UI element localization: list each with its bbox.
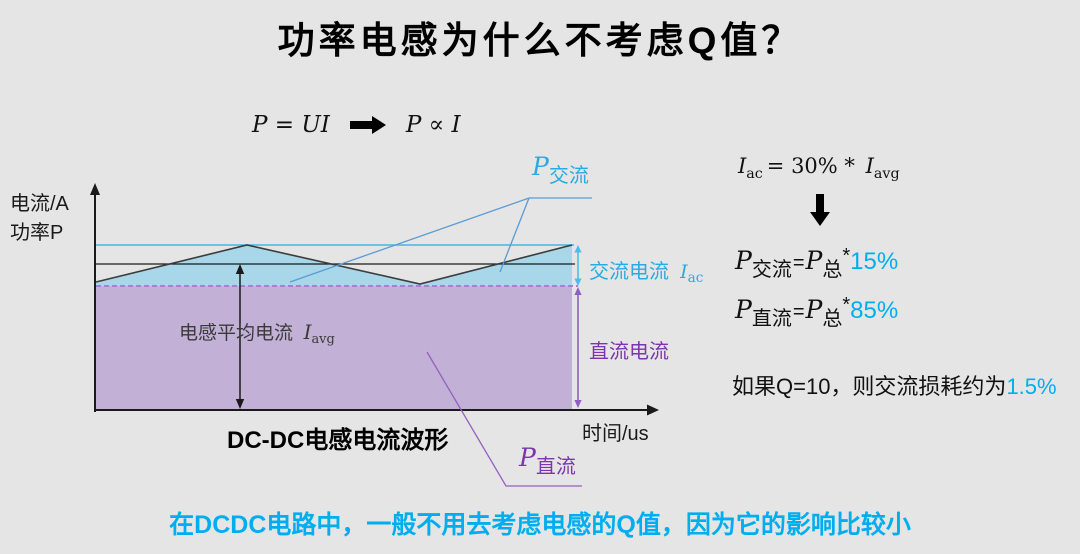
ac-span-up-head-icon [574,245,582,253]
right-arrow-icon [349,116,386,134]
iac-sub2: avg [873,165,900,182]
p-dc-equation: P直流=P总*85% [735,294,899,330]
eq-dc-sym1: P [735,295,752,324]
eq-ac-sym2: P [805,246,823,275]
eq-ac-sub2: 总 [822,259,843,281]
down-arrow-icon [810,194,830,230]
eq-dc-value: 85% [850,297,899,324]
page-title: 功率电感为什么不考虑Q值？ [277,20,803,61]
eq-dc-equals: = [792,301,805,323]
iac-sym1: I [738,154,747,178]
y-axis-arrowhead-icon [90,183,100,195]
eq-ac-sym1: P [735,246,752,275]
iac-sym2: I [865,154,874,178]
p-dc-label: P直流 [519,443,576,478]
conclusion-text: 在DCDC电路中，一般不用去考虑电感的Q值，因为它的影响比较小 [169,511,911,539]
power-formula: P = UI P ∝ I [252,112,461,138]
dc-span-up-head-icon [574,287,582,295]
ac-current-label: 交流电流 Iac [589,255,704,287]
y-axis-label-line1: 电流/A [10,193,69,215]
avg-current-text: 电感平均电流 [179,323,294,344]
iac-formula: Iac = 30% * Iavg [738,154,900,182]
eq-dc-mult: * [842,294,851,316]
q-note-value: 1.5% [1006,374,1057,399]
p-ac-sub: 交流 [548,165,589,187]
dc-current-label: 直流电流 [589,341,669,363]
q-factor-note: 如果Q=10，则交流损耗约为1.5% [732,369,1057,401]
avg-current-label: 电感平均电流 Iavg [179,318,335,348]
q-note-text: 如果Q=10，则交流损耗约为 [732,374,1007,399]
p-ac-equation: P交流=P总*15% [735,245,899,281]
p-ac-callout-line-2 [499,197,530,273]
iac-mid: = 30% * [766,154,862,178]
p-ac-symbol: P [532,152,549,181]
ac-span-down-head-icon [574,278,582,286]
eq-dc-sub2: 总 [822,308,843,330]
eq-ac-equals: = [792,252,805,274]
x-axis-label: 时间/us [582,423,649,445]
avg-symbol: I [303,320,312,344]
x-axis-arrowhead-icon [647,404,659,416]
chart-caption: DC-DC电感电流波形 [227,427,449,454]
eq-ac-mult: * [842,245,851,267]
p-ac-label: P交流 [532,152,589,187]
formula-rhs: P ∝ I [405,112,461,138]
eq-ac-sub1: 交流 [751,259,792,281]
y-axis-label: 电流/A 功率P [10,190,69,248]
avg-symbol-sub: avg [311,332,335,348]
eq-ac-value: 15% [850,248,899,275]
ac-symbol: I [680,261,688,283]
p-dc-symbol: P [519,443,536,472]
ac-region [96,245,572,286]
p-dc-callout-line [426,351,582,487]
avg-arrow-down-head-icon [235,399,245,409]
p-dc-sub: 直流 [535,456,576,478]
eq-dc-sym2: P [805,295,823,324]
eq-dc-sub1: 直流 [751,308,792,330]
iac-sub1: ac [746,165,763,182]
ac-symbol-sub: ac [687,270,704,287]
formula-lhs: P = UI [252,112,330,138]
dc-span-down-head-icon [574,400,582,408]
y-axis-label-line2: 功率P [10,222,64,244]
ac-current-text: 交流电流 [589,261,669,283]
ripple-waveform [95,244,573,285]
avg-arrow-up-head-icon [235,264,245,274]
dc-region [96,286,572,409]
